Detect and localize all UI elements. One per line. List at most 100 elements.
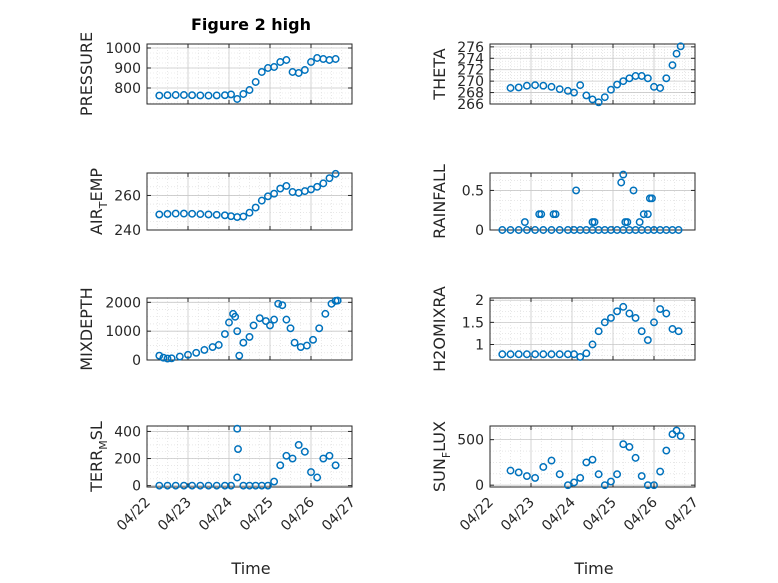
data-point <box>547 350 556 359</box>
data-point <box>302 341 311 350</box>
data-point <box>607 477 615 486</box>
data-point <box>264 481 272 490</box>
data-point <box>200 345 209 354</box>
data-point <box>188 91 197 100</box>
data-point <box>325 451 334 460</box>
data-point <box>212 481 221 490</box>
data-point <box>214 341 223 349</box>
data-point <box>233 424 242 433</box>
x-tick-label: 04/23 <box>498 495 538 535</box>
y-tick-label: 2000 <box>105 295 141 311</box>
data-point <box>266 321 274 330</box>
data-point <box>163 481 172 490</box>
data-point <box>576 81 585 90</box>
y-tick-label: 800 <box>114 81 141 97</box>
data-point <box>270 315 279 324</box>
data-point <box>155 351 164 360</box>
data-point <box>668 430 677 439</box>
y-axis-label: MIXDEPTH <box>77 287 96 370</box>
data-point <box>231 312 240 321</box>
data-point <box>313 182 322 191</box>
data-point <box>188 209 197 218</box>
data-point <box>171 91 180 99</box>
data-point <box>204 91 213 100</box>
data-point <box>594 98 603 107</box>
data-point <box>674 327 683 336</box>
data-point <box>196 91 205 100</box>
y-tick-label: 1000 <box>105 324 141 340</box>
data-point <box>321 309 330 318</box>
data-point <box>282 56 291 64</box>
data-point <box>255 314 264 323</box>
data-point <box>506 84 515 92</box>
data-point <box>171 481 180 490</box>
data-point <box>522 472 531 481</box>
data-point <box>635 218 644 227</box>
data-point <box>175 352 184 361</box>
data-point <box>672 49 681 58</box>
y-tick-label: 1000 <box>105 41 141 57</box>
data-point <box>613 307 622 316</box>
data-point <box>159 353 168 362</box>
data-point <box>555 470 564 479</box>
data-point <box>233 327 242 336</box>
data-point <box>570 88 578 97</box>
data-point <box>307 58 315 66</box>
data-point <box>245 332 254 341</box>
data-point <box>676 42 685 51</box>
y-tick-label: 266 <box>457 97 484 113</box>
data-point <box>572 186 581 195</box>
data-point <box>282 315 291 324</box>
subplot-6: 1 1.5 2 H2OMIXRA <box>430 286 696 372</box>
data-point <box>188 481 197 490</box>
data-point <box>192 348 201 357</box>
data-point <box>300 66 309 74</box>
data-point <box>619 77 628 86</box>
data-point <box>551 210 560 219</box>
y-axis-label: SUNFLUX <box>430 421 453 492</box>
data-point <box>315 324 324 333</box>
data-point <box>590 218 599 227</box>
data-point <box>204 481 213 490</box>
data-point <box>531 473 540 482</box>
subplot-7: 0 200 400 04/22 04/23 04/24 04/25 04/26 04/27 TER… <box>87 421 359 534</box>
data-point <box>522 226 531 234</box>
data-point <box>309 335 317 344</box>
data-point <box>300 447 309 456</box>
y-tick-label: 0 <box>475 223 484 239</box>
data-point <box>319 454 328 463</box>
data-point <box>674 226 683 234</box>
data-point <box>625 442 634 451</box>
data-point <box>643 210 652 219</box>
data-point <box>313 473 322 482</box>
data-point <box>676 432 685 440</box>
data-point <box>619 440 628 449</box>
data-point <box>650 481 658 490</box>
y-tick-label: 270 <box>457 74 484 90</box>
y-axis-label: PRESSURE <box>77 32 96 116</box>
data-point <box>623 218 632 227</box>
data-point <box>274 299 283 308</box>
y-tick-label: 2 <box>475 293 484 309</box>
subplot-5: 0 1000 2000 MIXDEPTH <box>77 287 353 371</box>
axes-box <box>146 172 353 231</box>
data-point <box>637 327 646 336</box>
x-tick-label: 04/25 <box>580 495 620 535</box>
data-point <box>290 338 299 347</box>
data-point <box>629 186 638 195</box>
data-point <box>245 208 254 217</box>
data-point <box>656 467 665 476</box>
data-point <box>625 309 634 318</box>
y-axis-label: H2OMIXRA <box>430 286 449 372</box>
data-point <box>650 318 658 327</box>
data-point <box>331 169 340 178</box>
data-point <box>270 63 279 71</box>
axes-box <box>489 43 696 105</box>
data-point <box>333 296 342 305</box>
data-point <box>539 463 548 471</box>
data-point <box>251 78 260 86</box>
data-point <box>506 350 515 359</box>
y-tick-label: 0 <box>475 478 484 494</box>
